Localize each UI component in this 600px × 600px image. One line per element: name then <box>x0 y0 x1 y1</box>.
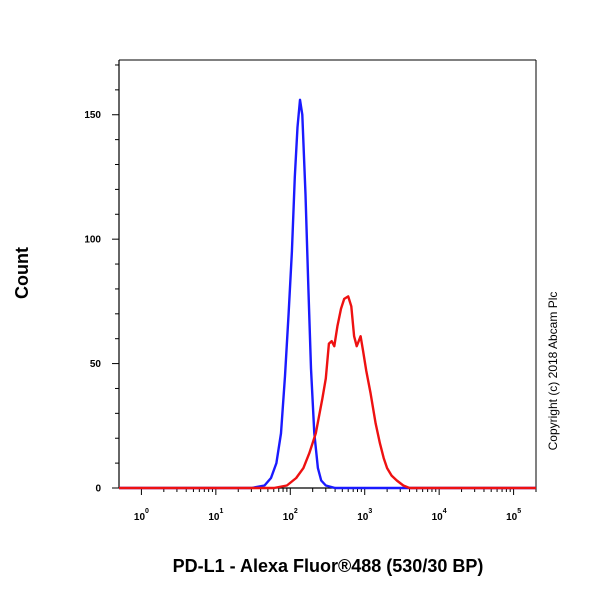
x-tick-label: 103 <box>357 508 372 523</box>
series-layer <box>119 98 536 490</box>
y-tick-label: 100 <box>84 235 101 246</box>
y-tick-label: 0 <box>95 484 101 495</box>
x-tick-label: 102 <box>283 508 298 523</box>
x-tick-label: 104 <box>432 508 447 523</box>
x-tick-label: 100 <box>134 508 149 523</box>
x-axis-title: PD-L1 - Alexa Fluor®488 (530/30 BP) <box>173 556 484 576</box>
x-tick-label: 105 <box>506 508 521 523</box>
x-tick-label: 101 <box>208 508 223 523</box>
histogram-series-2 <box>119 295 536 490</box>
y-tick-label: 150 <box>84 110 101 121</box>
y-axis-title: Count <box>12 247 32 299</box>
histogram-series-1 <box>119 98 536 490</box>
y-tick-label: 50 <box>90 359 102 370</box>
x-axis-ticks: 100 101 102 103 104 105 <box>134 488 537 523</box>
copyright-watermark: Copyright (c) 2018 Abcam Plc <box>546 292 560 451</box>
y-axis-ticks: 0 50 100 150 <box>84 64 119 495</box>
